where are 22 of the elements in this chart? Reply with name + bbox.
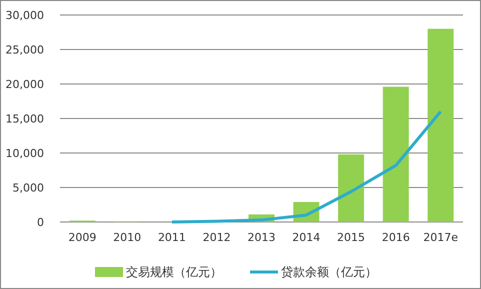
x-tick-label: 2010	[113, 231, 142, 244]
x-tick-label: 2017e	[423, 231, 458, 244]
line-series	[170, 110, 442, 224]
y-tick-label: 0	[37, 216, 44, 229]
x-tick-label: 2013	[248, 231, 276, 244]
legend-label: 交易规模（亿元）	[126, 265, 222, 280]
bar	[338, 154, 364, 222]
y-tick-label: 10,000	[6, 146, 44, 160]
y-tick-label: 30,000	[6, 8, 44, 22]
legend-label: 贷款余额（亿元）	[281, 265, 377, 280]
x-tick-label: 2015	[337, 231, 366, 244]
y-tick-label: 25,000	[6, 43, 44, 56]
y-tick-label: 20,000	[6, 78, 44, 91]
x-tick-label: 2011	[158, 231, 186, 244]
y-tick-label: 15,000	[6, 112, 44, 126]
x-tick-label: 2012	[202, 231, 231, 244]
x-tick-label: 2016	[382, 231, 410, 244]
bar	[428, 28, 454, 222]
x-tick-label: 2014	[292, 231, 320, 244]
y-tick-label: 5,000	[12, 181, 44, 194]
x-tick-label: 2009	[68, 231, 96, 244]
bar	[382, 86, 409, 222]
